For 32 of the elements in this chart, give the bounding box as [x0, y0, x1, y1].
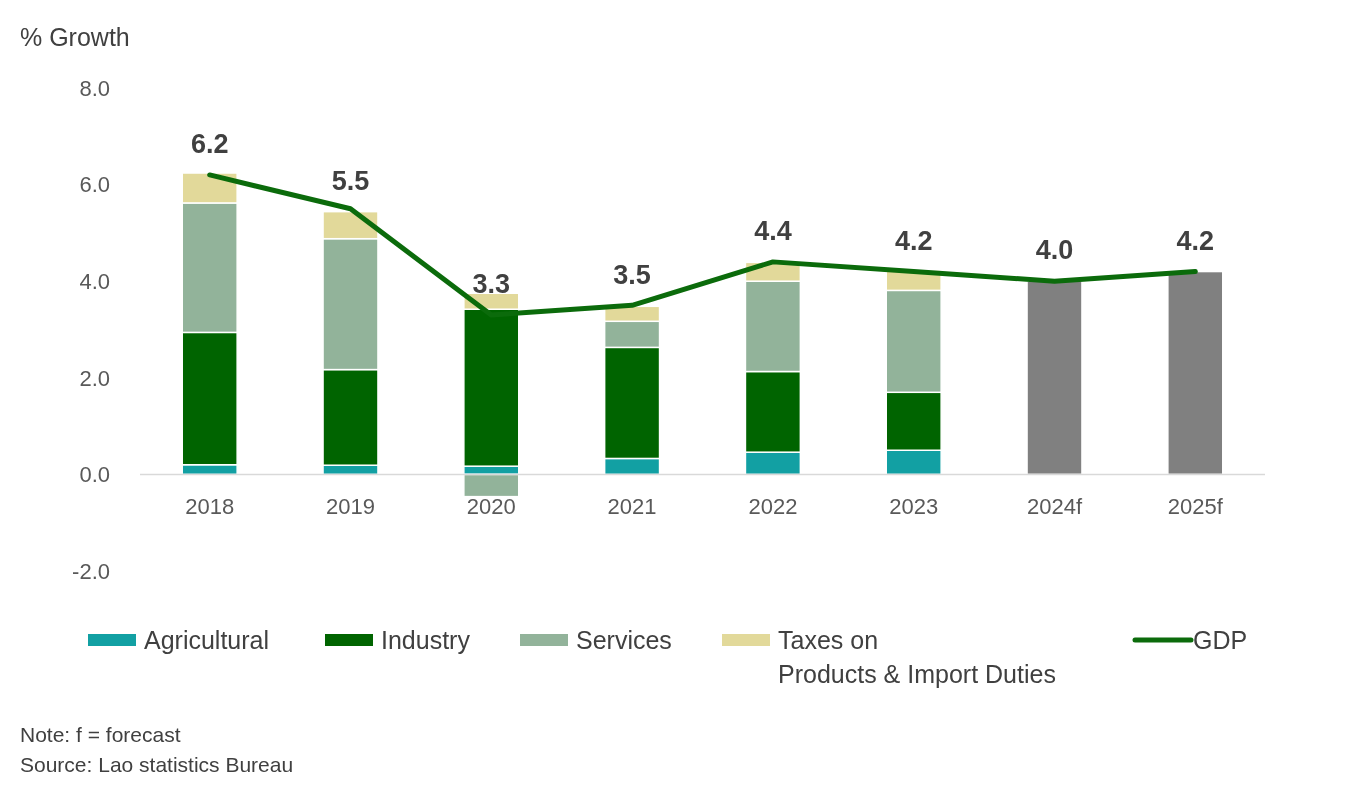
legend-label: Industry: [381, 625, 471, 654]
source-note: Source: Lao statistics Bureau: [20, 753, 294, 776]
x-tick-label: 2022: [748, 494, 798, 520]
legend-label: Taxes on Products & Import Duties: [778, 625, 1056, 688]
data-label: 4.2: [1176, 225, 1215, 256]
x-tick-label: 2020: [466, 494, 516, 520]
y-tick-label: -2.0: [72, 558, 110, 584]
legend-label: Services: [576, 625, 672, 654]
bar: [1167, 270, 1224, 476]
x-tick-label: 2021: [607, 494, 657, 520]
data-label: 3.5: [613, 260, 651, 291]
y-tick-label: 8.0: [79, 75, 110, 101]
data-label: 3.3: [472, 269, 511, 300]
x-tick-label: 2024f: [1026, 494, 1083, 520]
x-tick-label: 2025f: [1167, 494, 1224, 520]
data-label: 4.2: [894, 225, 933, 256]
data-label: 4.0: [1035, 235, 1074, 266]
y-axis-title: % Growth: [20, 23, 130, 51]
x-tick-label: 2018: [185, 494, 235, 520]
y-tick-label: 2.0: [79, 365, 110, 391]
y-tick-label: 0.0: [79, 462, 110, 488]
bar: [1026, 280, 1083, 476]
y-tick-label: 4.0: [79, 268, 110, 294]
x-tick-label: 2023: [889, 494, 939, 520]
legend-label: Agricultural: [144, 625, 270, 654]
y-tick-label: 6.0: [79, 172, 110, 198]
legend-label: GDP: [1193, 625, 1248, 654]
data-label: 6.2: [190, 128, 229, 159]
x-tick-label: 2019: [326, 494, 375, 520]
data-label: 5.5: [331, 165, 370, 196]
data-label: 4.4: [754, 216, 792, 247]
text: Note: f = forecast: [20, 723, 181, 746]
